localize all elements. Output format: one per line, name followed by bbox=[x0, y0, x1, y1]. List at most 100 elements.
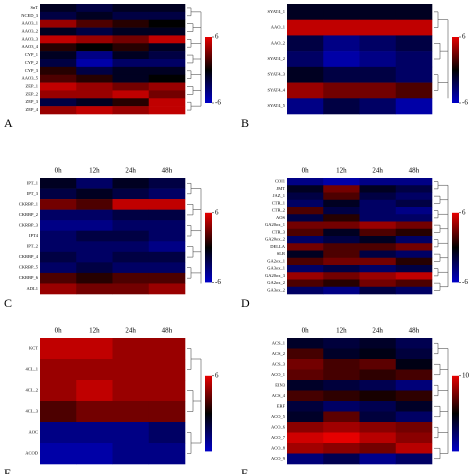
panel-letter: A bbox=[4, 116, 13, 130]
heatmap-cell bbox=[359, 199, 397, 208]
heatmap-cell bbox=[323, 411, 360, 423]
heatmap-cell bbox=[395, 236, 433, 244]
heatmap-cell bbox=[395, 265, 433, 273]
heatmap-cell bbox=[148, 59, 186, 68]
row-label: CKRBP_4 bbox=[19, 254, 39, 259]
heatmap-cell bbox=[40, 35, 77, 44]
heatmap-cell bbox=[359, 265, 397, 273]
row-label: IPT_1 bbox=[27, 180, 38, 185]
heatmap-cell bbox=[287, 98, 324, 115]
heatmap-cell bbox=[359, 401, 397, 412]
heatmap-cell bbox=[323, 257, 360, 266]
colorbar-tick-label: 6 bbox=[462, 208, 466, 216]
heatmap-cell bbox=[40, 359, 77, 381]
heatmap-cell bbox=[287, 185, 324, 193]
heatmap-cell bbox=[359, 66, 397, 83]
row-label: ACS_3 bbox=[272, 361, 286, 366]
heatmap-cell bbox=[148, 11, 186, 21]
row-label: AAO3_2 bbox=[22, 29, 39, 34]
heatmap-cell bbox=[323, 221, 360, 230]
heatmap-cell bbox=[112, 35, 150, 44]
heatmap-cell bbox=[359, 369, 397, 381]
heatmap-cell bbox=[40, 401, 77, 423]
heatmap-cell bbox=[287, 390, 324, 402]
heatmap-cell bbox=[323, 265, 360, 273]
column-label: 48h bbox=[162, 327, 173, 335]
heatmap-cell bbox=[287, 178, 324, 186]
heatmap-cell bbox=[359, 19, 397, 36]
heatmap-cell bbox=[395, 98, 433, 115]
heatmap-cell bbox=[148, 380, 186, 402]
heatmap-cell bbox=[395, 51, 433, 68]
colorbar bbox=[452, 212, 459, 283]
heatmap-cell bbox=[287, 265, 324, 273]
colorbar-tick-label: -6 bbox=[215, 278, 221, 286]
heatmap-cell bbox=[148, 209, 186, 221]
column-label: 12h bbox=[336, 167, 347, 175]
heatmap-cell bbox=[395, 207, 433, 215]
heatmap-cell bbox=[395, 185, 433, 193]
heatmap-cell bbox=[112, 43, 150, 52]
heatmap-cell bbox=[395, 453, 433, 465]
heatmap-cell bbox=[287, 66, 324, 83]
row-label: ACO_6 bbox=[271, 424, 286, 429]
heatmap-cell bbox=[359, 286, 397, 295]
heatmap-cell bbox=[395, 250, 433, 259]
heatmap-cell bbox=[395, 401, 433, 412]
heatmap-cell bbox=[76, 106, 113, 115]
heatmap-cell bbox=[112, 262, 150, 274]
column-label: 0h bbox=[302, 167, 310, 175]
panel-letter: F bbox=[241, 466, 248, 474]
heatmap-cell bbox=[359, 338, 397, 349]
heatmap-cell bbox=[395, 359, 433, 370]
colorbar bbox=[205, 375, 212, 452]
row-label: AAO3_4 bbox=[22, 44, 39, 49]
column-label: 48h bbox=[409, 167, 420, 175]
heatmap-cell bbox=[112, 359, 150, 381]
heatmap-cell bbox=[395, 82, 433, 99]
colorbar bbox=[452, 37, 459, 103]
heatmap-cell bbox=[359, 359, 397, 370]
heatmap-cell bbox=[148, 422, 186, 444]
heatmap-cell bbox=[148, 401, 186, 423]
row-label: AOS bbox=[276, 215, 285, 220]
heatmap-cell bbox=[40, 262, 77, 274]
heatmap-cell bbox=[287, 214, 324, 222]
row-label: ACO_1 bbox=[271, 372, 285, 377]
colorbar-tick-label: -6 bbox=[215, 99, 221, 107]
heatmap-cell bbox=[112, 422, 150, 444]
heatmap-cell bbox=[76, 90, 113, 99]
heatmap-cell bbox=[359, 272, 397, 280]
heatmap-cell bbox=[76, 443, 113, 465]
row-label: SLR bbox=[277, 251, 285, 256]
heatmap-cell bbox=[76, 74, 113, 83]
heatmap-cell bbox=[148, 82, 186, 91]
colorbar-tick-label: -6 bbox=[462, 99, 468, 107]
heatmap-cell bbox=[148, 199, 186, 210]
colorbar bbox=[205, 37, 212, 103]
heatmap-cell bbox=[323, 178, 360, 186]
heatmap-cell bbox=[323, 279, 360, 288]
heatmap-cell bbox=[76, 98, 113, 107]
row-label: CYP_3 bbox=[25, 68, 39, 73]
row-label: AAO_1 bbox=[271, 25, 285, 30]
heatmap-cell bbox=[112, 106, 150, 115]
heatmap-cell bbox=[323, 82, 360, 99]
heatmap-cell bbox=[359, 51, 397, 68]
heatmap-cell bbox=[323, 422, 360, 433]
row-label: KCT bbox=[29, 346, 38, 351]
heatmap-cell bbox=[287, 221, 324, 230]
heatmap-cell bbox=[148, 359, 186, 381]
heatmap-cell bbox=[287, 207, 324, 215]
heatmap-cell bbox=[287, 257, 324, 266]
heatmap-cell bbox=[323, 401, 360, 412]
heatmap-cell bbox=[112, 230, 150, 242]
heatmap-cell bbox=[76, 422, 113, 444]
heatmap-cell bbox=[323, 359, 360, 370]
row-label: 4CL_2 bbox=[25, 388, 38, 393]
heatmap-cell bbox=[287, 401, 324, 412]
heatmap-cell bbox=[395, 432, 433, 444]
heatmap-cell bbox=[359, 185, 397, 193]
heatmap-cell bbox=[395, 199, 433, 208]
colorbar-tick-label: 6 bbox=[215, 33, 219, 41]
